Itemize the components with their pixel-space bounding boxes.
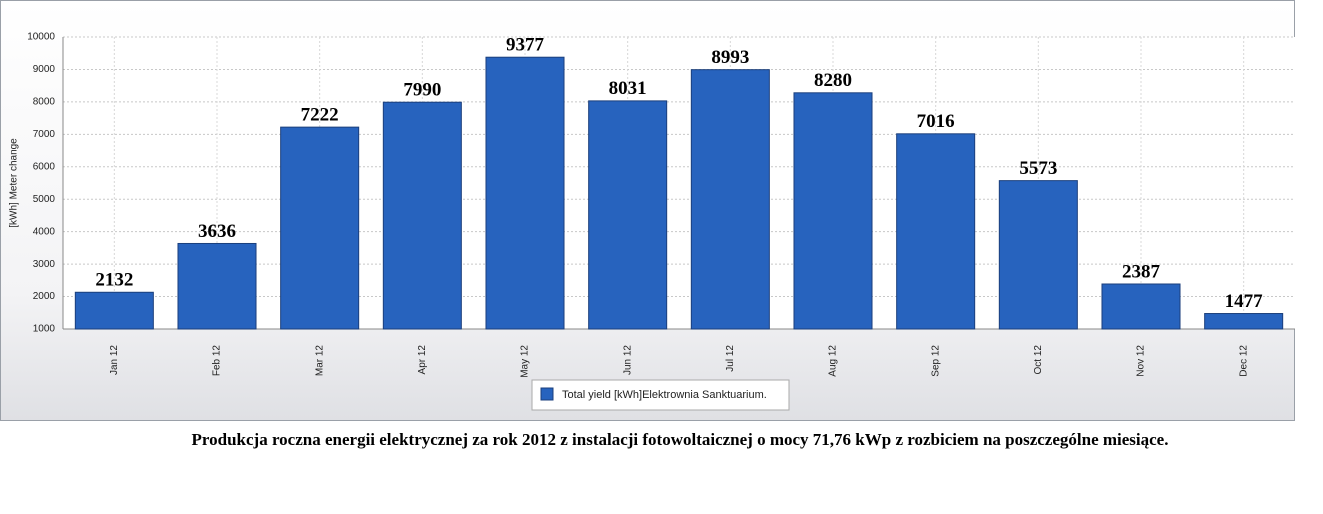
y-tick-label: 8000 bbox=[33, 97, 56, 108]
value-label: 2132 bbox=[95, 270, 133, 291]
value-label: 8993 bbox=[711, 47, 749, 68]
legend-swatch bbox=[540, 387, 554, 401]
x-tick-label: Aug 12 bbox=[828, 345, 839, 377]
legend-label: Total yield [kWh]Elektrownia Sanktuarium… bbox=[562, 389, 767, 401]
value-label: 1477 bbox=[1225, 291, 1264, 312]
x-tick-label: Mar 12 bbox=[314, 345, 325, 377]
x-tick-label: May 12 bbox=[520, 345, 531, 378]
bar bbox=[690, 69, 770, 330]
value-label: 3636 bbox=[198, 221, 236, 242]
y-tick-label: 5000 bbox=[33, 194, 56, 205]
value-label: 8280 bbox=[814, 70, 852, 91]
bar bbox=[1101, 283, 1181, 330]
bar bbox=[177, 242, 257, 330]
bar bbox=[382, 101, 462, 330]
legend-box bbox=[531, 379, 790, 411]
bar bbox=[998, 180, 1078, 330]
y-tick-label: 6000 bbox=[33, 161, 56, 172]
x-tick-label: Oct 12 bbox=[1033, 345, 1044, 375]
value-label: 7016 bbox=[917, 111, 955, 132]
y-tick-label: 9000 bbox=[33, 64, 56, 75]
y-tick-label: 2000 bbox=[33, 291, 56, 302]
x-tick-label: Nov 12 bbox=[1136, 345, 1147, 377]
bar bbox=[280, 126, 360, 330]
plot-area bbox=[63, 37, 1295, 329]
value-label: 8031 bbox=[609, 78, 647, 99]
value-label: 7222 bbox=[301, 104, 339, 125]
caption: Produkcja roczna energii elektrycznej za… bbox=[192, 430, 1169, 449]
y-tick-label: 10000 bbox=[27, 32, 55, 43]
x-tick-label: Jun 12 bbox=[622, 345, 633, 375]
x-tick-label: Sep 12 bbox=[930, 345, 941, 377]
legend: Total yield [kWh]Elektrownia Sanktuarium… bbox=[531, 379, 790, 411]
x-tick-label: Jan 12 bbox=[109, 345, 120, 375]
bar bbox=[1204, 313, 1284, 330]
y-axis-label: [kWh] Meter change bbox=[9, 138, 20, 228]
value-label: 9377 bbox=[506, 35, 545, 56]
value-label: 2387 bbox=[1122, 261, 1161, 282]
y-tick-label: 7000 bbox=[33, 129, 56, 140]
x-tick-label: Dec 12 bbox=[1238, 345, 1249, 377]
bar bbox=[793, 92, 873, 330]
bar bbox=[588, 100, 668, 330]
x-tick-label: Jul 12 bbox=[725, 345, 736, 372]
bar bbox=[896, 133, 976, 330]
value-label: 5573 bbox=[1019, 158, 1057, 179]
value-label: 7990 bbox=[403, 80, 441, 101]
y-tick-label: 3000 bbox=[33, 259, 56, 270]
y-tick-label: 1000 bbox=[33, 324, 56, 335]
x-tick-label: Feb 12 bbox=[212, 345, 223, 377]
bar bbox=[74, 291, 154, 330]
bar bbox=[485, 56, 565, 330]
x-tick-label: Apr 12 bbox=[417, 345, 428, 375]
y-tick-label: 4000 bbox=[33, 226, 56, 237]
